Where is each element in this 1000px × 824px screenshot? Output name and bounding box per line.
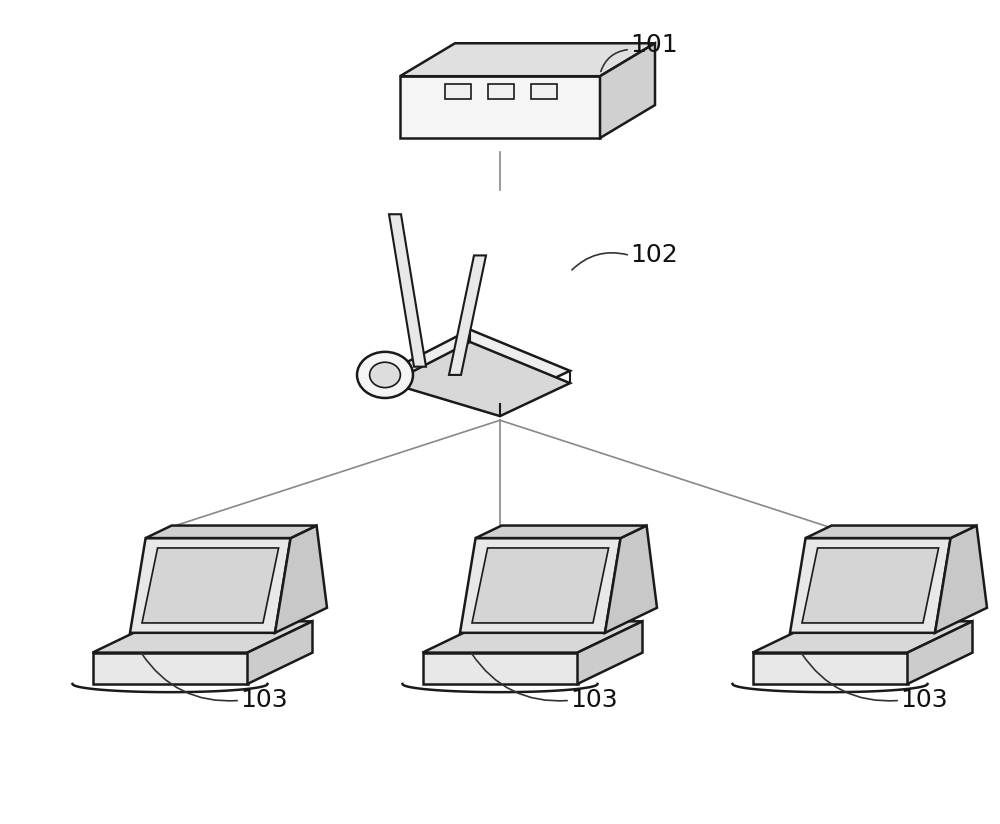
Polygon shape: [390, 330, 570, 404]
Polygon shape: [908, 621, 972, 684]
Polygon shape: [93, 653, 248, 684]
Polygon shape: [422, 653, 578, 684]
Polygon shape: [93, 621, 312, 653]
Polygon shape: [488, 84, 514, 99]
Polygon shape: [472, 548, 609, 623]
Polygon shape: [600, 44, 655, 138]
Polygon shape: [146, 526, 317, 538]
Polygon shape: [802, 548, 939, 623]
Text: 103: 103: [900, 688, 948, 713]
Polygon shape: [806, 526, 977, 538]
Text: 102: 102: [630, 243, 678, 268]
Polygon shape: [142, 548, 279, 623]
Polygon shape: [753, 621, 972, 653]
Polygon shape: [248, 621, 312, 684]
Polygon shape: [578, 621, 643, 684]
Polygon shape: [605, 526, 657, 633]
Polygon shape: [476, 526, 647, 538]
Polygon shape: [460, 538, 621, 633]
Circle shape: [357, 352, 413, 398]
Text: 103: 103: [570, 688, 618, 713]
Polygon shape: [400, 44, 655, 77]
Polygon shape: [790, 538, 951, 633]
Polygon shape: [753, 653, 908, 684]
Polygon shape: [449, 255, 486, 375]
Circle shape: [370, 363, 400, 387]
Polygon shape: [389, 214, 426, 367]
Polygon shape: [400, 77, 600, 138]
Text: 103: 103: [240, 688, 288, 713]
Text: 101: 101: [630, 33, 678, 58]
Polygon shape: [422, 621, 643, 653]
Polygon shape: [275, 526, 327, 633]
Polygon shape: [531, 84, 557, 99]
Polygon shape: [445, 84, 471, 99]
Polygon shape: [935, 526, 987, 633]
Polygon shape: [390, 342, 570, 416]
Polygon shape: [130, 538, 291, 633]
